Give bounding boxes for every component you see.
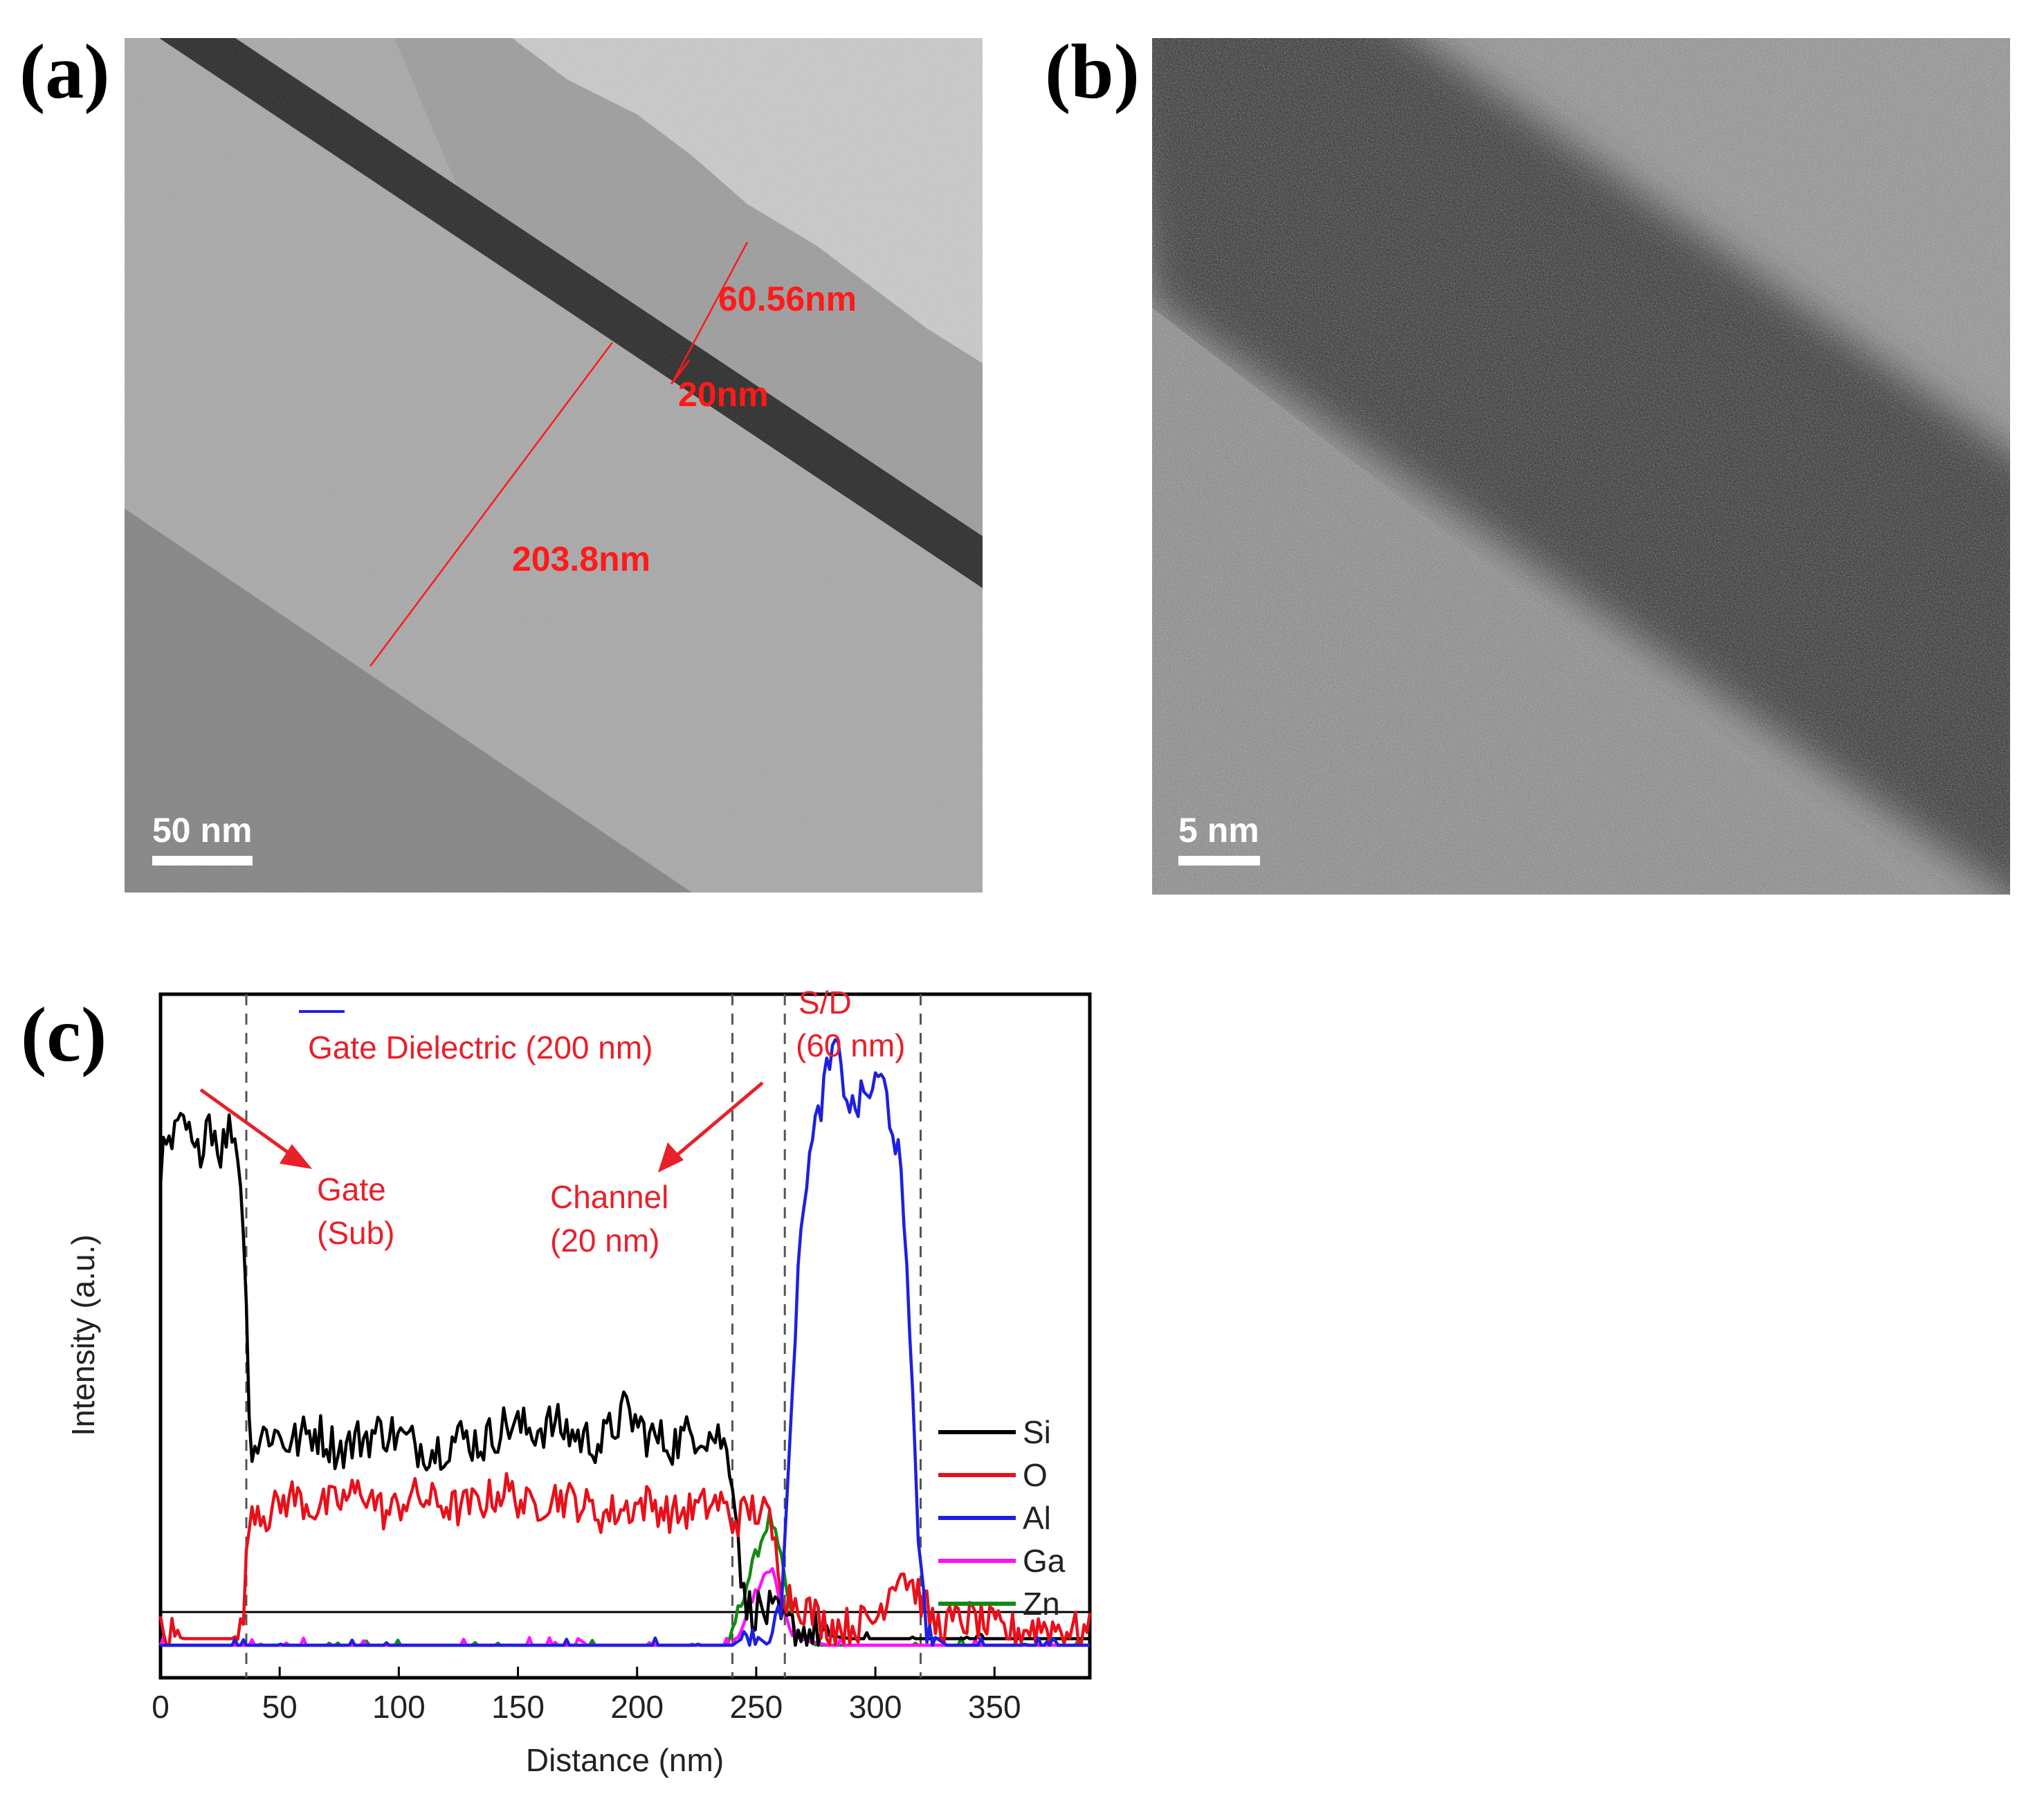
plot-frame <box>158 992 1092 1680</box>
arrow-to-gate <box>199 1088 313 1169</box>
panel-b-label: (b) <box>1045 29 1140 115</box>
annotation-gate-line1: Gate <box>317 1171 386 1207</box>
x-tick-label: 300 <box>849 1689 902 1725</box>
series-line-al <box>161 1038 1090 1647</box>
measurement-channel-thickness: 20nm <box>678 375 769 414</box>
legend-label-zn: Zn <box>1023 1586 1060 1622</box>
x-tick-label: 100 <box>372 1689 426 1725</box>
x-tick-label: 250 <box>730 1689 783 1725</box>
x-tick-label: 150 <box>491 1689 545 1725</box>
legend-label-ga: Ga <box>1023 1543 1066 1579</box>
x-tick-label: 0 <box>152 1689 170 1725</box>
measurement-sd-thickness: 60.56nm <box>718 280 857 318</box>
annotation-channel-line1: Channel <box>550 1179 668 1215</box>
x-axis-label: Distance (nm) <box>526 1742 724 1778</box>
annotation-gate-line2: (Sub) <box>317 1215 394 1251</box>
scale-bar-label-a: 50 nm <box>152 811 253 850</box>
eds-line-profile-chart: 0 50 100 150 200 250 300 350 Distance (nm) Inte… <box>65 985 1092 1778</box>
annotation-sd-line1: S/D <box>799 985 852 1020</box>
panel-c-label: (c) <box>21 992 107 1078</box>
series-line-zn <box>161 1510 1090 1647</box>
legend-label-si: Si <box>1023 1414 1051 1450</box>
annotation-gate-dielectric: Gate Dielectric (200 nm) <box>308 1029 653 1065</box>
region-boundaries <box>245 994 922 1678</box>
legend-label-o: O <box>1023 1457 1048 1493</box>
panel-a-label: (a) <box>19 29 110 115</box>
annotation-channel-line2: (20 nm) <box>550 1223 659 1258</box>
x-tick-label: 200 <box>610 1689 664 1725</box>
legend-label-al: Al <box>1023 1500 1051 1536</box>
series-line-o <box>158 1472 1092 1647</box>
measurement-dielectric-thickness: 203.8nm <box>512 540 651 578</box>
annotation-sd-line2: (60 nm) <box>796 1027 905 1063</box>
scale-bar-label-b: 5 nm <box>1178 811 1259 850</box>
y-axis-label: Intensity (a.u.) <box>65 1234 101 1436</box>
x-tick-label: 50 <box>262 1689 298 1725</box>
arrow-to-channel <box>657 1081 764 1173</box>
series-layer <box>158 1038 1092 1647</box>
scale-bar-b <box>1178 856 1260 866</box>
tem-image-a: 60.56nm 20nm 203.8nm 50 nm <box>125 38 983 893</box>
x-tick-label: 350 <box>968 1689 1021 1725</box>
x-ticks: 0 50 100 150 200 250 300 350 <box>152 1667 1021 1725</box>
tem-image-b: 5 nm <box>1152 38 2010 895</box>
legend: Si O Al Ga Zn <box>938 1414 1066 1622</box>
scale-bar-a <box>152 856 253 866</box>
